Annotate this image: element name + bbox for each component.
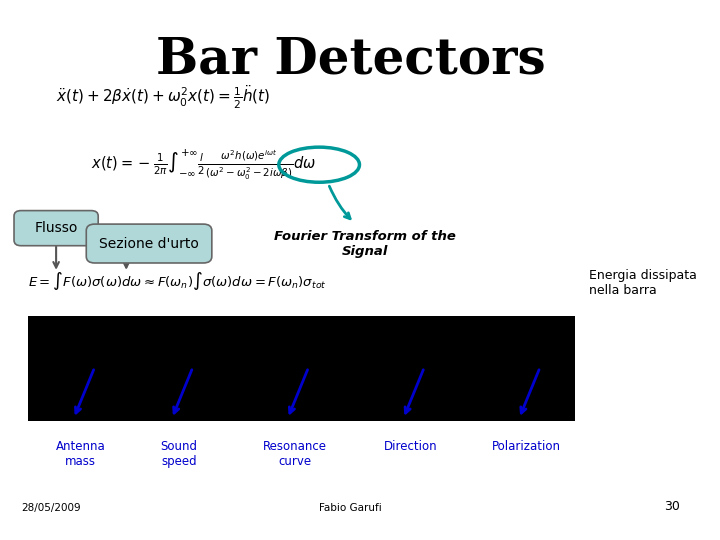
Text: $x(t) = -\frac{1}{2\pi}\int_{-\infty}^{+\infty}\frac{l}{2}\frac{\omega^2 h(\omeg: $x(t) = -\frac{1}{2\pi}\int_{-\infty}^{+… — [91, 147, 316, 182]
Text: Bar Detectors: Bar Detectors — [156, 35, 546, 84]
Text: 28/05/2009: 28/05/2009 — [21, 503, 81, 513]
Text: Fourier Transform of the
Signal: Fourier Transform of the Signal — [274, 230, 456, 258]
Text: Polarization: Polarization — [492, 440, 561, 453]
Text: Antenna
mass: Antenna mass — [55, 440, 106, 468]
FancyBboxPatch shape — [86, 224, 212, 263]
Text: Resonance
curve: Resonance curve — [263, 440, 327, 468]
FancyBboxPatch shape — [14, 211, 98, 246]
Text: Sezione d'urto: Sezione d'urto — [99, 237, 199, 251]
Text: Fabio Garufi: Fabio Garufi — [320, 503, 382, 513]
Text: Flusso: Flusso — [35, 221, 78, 235]
Text: $E = \int F(\omega)\sigma(\omega)d\omega \approx F(\omega_n)\int \sigma(\omega)d: $E = \int F(\omega)\sigma(\omega)d\omega… — [28, 270, 327, 292]
Text: $\ddot{x}(t) + 2\beta\dot{x}(t) + \omega_0^2 x(t) = \frac{1}{2}\ddot{h}(t)$: $\ddot{x}(t) + 2\beta\dot{x}(t) + \omega… — [56, 84, 271, 111]
Text: Energia dissipata
nella barra: Energia dissipata nella barra — [589, 269, 697, 298]
Text: Sound
speed: Sound speed — [161, 440, 197, 468]
FancyBboxPatch shape — [28, 316, 575, 421]
Text: Direction: Direction — [384, 440, 437, 453]
Text: 30: 30 — [665, 500, 680, 513]
